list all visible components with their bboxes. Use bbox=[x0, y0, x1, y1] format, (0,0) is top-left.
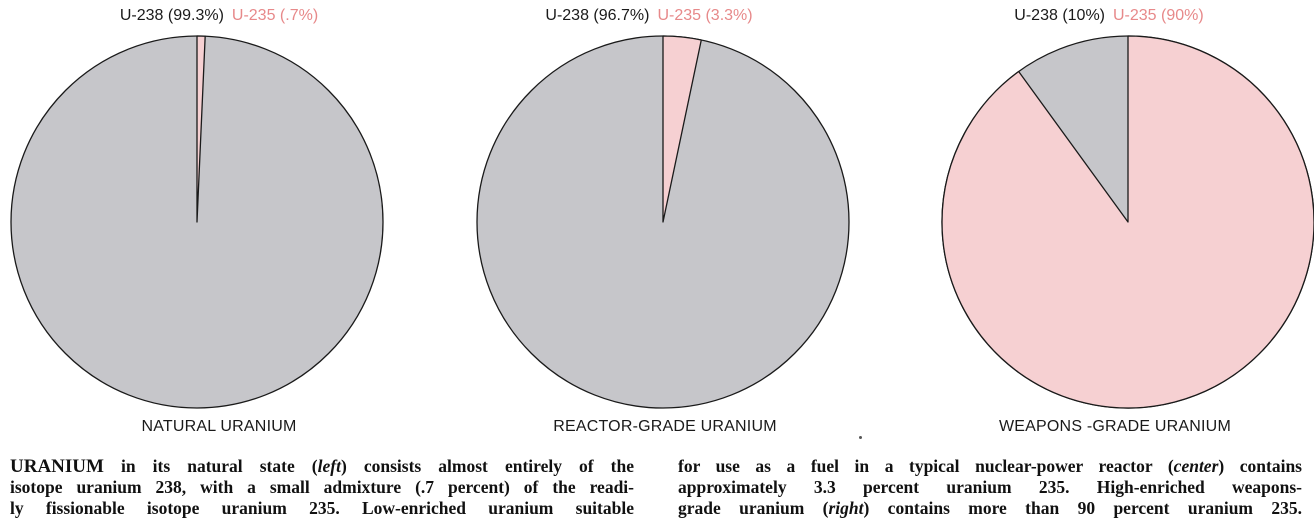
pie-chart-weapons bbox=[941, 35, 1314, 409]
pie-chart-natural bbox=[10, 35, 384, 409]
slice-u235 bbox=[941, 35, 1314, 409]
legend: U-238 (99.3%) U-235 (.7%) bbox=[0, 7, 438, 25]
legend-u235: U-235 (90%) bbox=[1113, 7, 1204, 24]
caption-left: URANIUM in its natural state (left) cons… bbox=[10, 456, 634, 519]
legend-u238: U-238 (99.3%) bbox=[119, 7, 224, 24]
legend: U-238 (10%) U-235 (90%) bbox=[890, 7, 1314, 25]
pie-chart-reactor bbox=[476, 35, 850, 409]
legend-u235: U-235 (.7%) bbox=[231, 7, 319, 24]
slice-u235 bbox=[196, 35, 206, 223]
legend-u235: U-235 (3.3%) bbox=[657, 7, 753, 24]
caption-line: ly fissionable isotope uranium 235. Low-… bbox=[10, 498, 634, 518]
pie-panel-reactor: U-238 (96.7%) U-235 (3.3%) REACTOR-GRADE … bbox=[438, 0, 876, 450]
legend-u238: U-238 (96.7%) bbox=[545, 7, 650, 24]
legend-u238: U-238 (10%) bbox=[1014, 7, 1105, 24]
stray-dot bbox=[859, 436, 862, 439]
caption-line: isotope uranium 238, with a small admixt… bbox=[10, 477, 634, 497]
pie-panel-weapons: U-238 (10%) U-235 (90%) WEAPONS -GRADE UR… bbox=[876, 0, 1314, 450]
chart-title: NATURAL URANIUM bbox=[141, 418, 297, 435]
slice-u235 bbox=[662, 35, 702, 223]
caption-line: for use as a fuel in a typical nuclear-p… bbox=[678, 456, 1302, 476]
caption-line: grade uranium (right) contains more than… bbox=[678, 498, 1302, 518]
chart-title: REACTOR-GRADE URANIUM bbox=[553, 418, 777, 435]
caption-right: for use as a fuel in a typical nuclear-p… bbox=[678, 456, 1302, 519]
legend: U-238 (96.7%) U-235 (3.3%) bbox=[430, 7, 868, 25]
pie-panel-natural: U-238 (99.3%) U-235 (.7%) NATURAL URANIUM bbox=[0, 0, 438, 450]
chart-title: WEAPONS -GRADE URANIUM bbox=[999, 418, 1231, 435]
caption-line: URANIUM in its natural state (left) cons… bbox=[10, 456, 635, 477]
caption-line: approximately 3.3 percent uranium 235. H… bbox=[678, 477, 1302, 497]
